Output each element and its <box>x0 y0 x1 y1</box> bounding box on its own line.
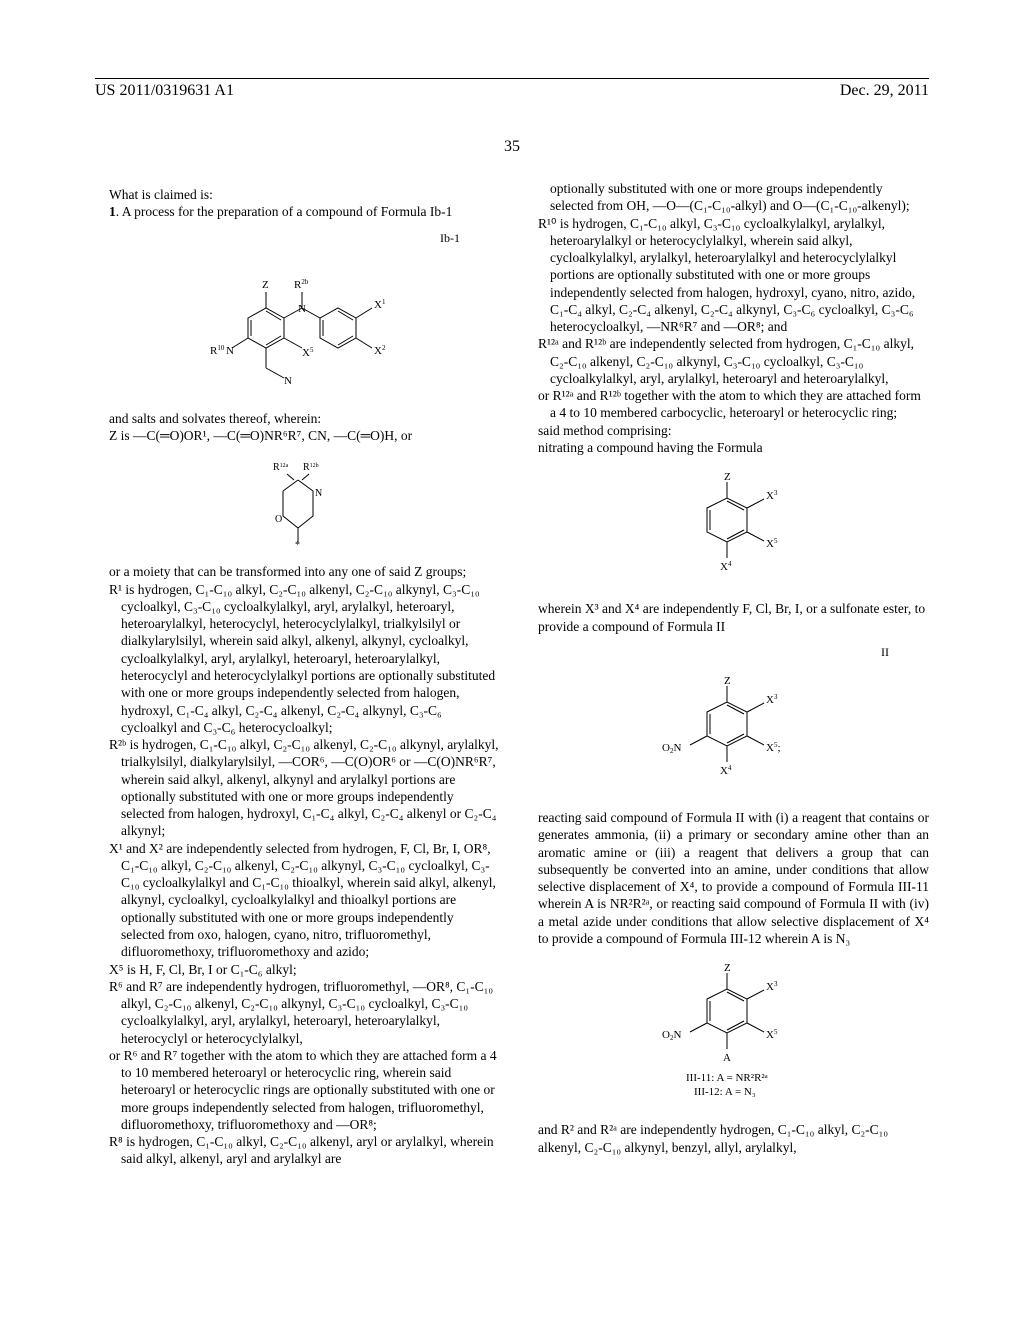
method-text: said method comprising: <box>538 422 929 439</box>
r1-def: R¹ is hydrogen, C₁-C₁₀ alkyl, C₂-C₁₀ alk… <box>121 581 500 736</box>
moiety-text: or a moiety that can be transformed into… <box>109 563 500 580</box>
header-rule <box>95 78 929 79</box>
structure-formula-III: Z X3 X5 A O2N III-11: A = NR²R²ᵃ III-12:… <box>524 959 929 1109</box>
svg-text:A: A <box>723 1052 731 1064</box>
svg-text:R12b: R12b <box>303 462 319 473</box>
svg-text:R10: R10 <box>210 344 225 357</box>
svg-text:Z: Z <box>724 471 731 483</box>
nitrating-text: nitrating a compound having the Formula <box>538 439 929 456</box>
svg-text:N: N <box>226 345 234 357</box>
x1x2-def: X¹ and X² are independently selected fro… <box>121 840 500 961</box>
z-definition: Z is —C(═O)OR¹, —C(═O)NR⁶R⁷, CN, —C(═O)H… <box>109 427 500 444</box>
svg-text:X5: X5 <box>766 537 778 550</box>
svg-text:X5;: X5; <box>766 741 781 754</box>
svg-text:*: * <box>295 540 300 551</box>
r6r7-def: R⁶ and R⁷ are independently hydrogen, tr… <box>121 978 500 1047</box>
svg-text:X5: X5 <box>302 346 314 359</box>
salts-text: and salts and solvates thereof, wherein: <box>109 410 500 427</box>
formula-Ib1-label: Ib-1 <box>95 231 500 246</box>
svg-text:Z: Z <box>262 279 269 291</box>
x5-def: X⁵ is H, F, Cl, Br, I or C₁-C₆ alkyl; <box>121 961 500 978</box>
reacting-text: reacting said compound of Formula II wit… <box>538 809 929 947</box>
svg-text:R2b: R2b <box>294 278 309 291</box>
svg-text:X1: X1 <box>374 298 386 311</box>
svg-text:X3: X3 <box>766 693 778 706</box>
structure-Ib1: Z R2b N R10 N N X5 X1 X2 <box>95 258 500 398</box>
claim-1-text: 1. A process for the preparation of a co… <box>95 203 500 220</box>
r10-def: R¹⁰ is hydrogen, C₁-C₁₀ alkyl, C₃-C₁₀ cy… <box>550 215 929 336</box>
publication-number: US 2011/0319631 A1 <box>95 82 234 100</box>
structure-formula-II: Z X3 X5; X4 O2N <box>524 672 929 797</box>
svg-text:N: N <box>284 375 292 387</box>
structure-Z-ring: R12a R12b O N * <box>95 456 500 551</box>
svg-text:X3: X3 <box>766 489 778 502</box>
svg-text:III-12: A = N₃: III-12: A = N₃ <box>694 1086 756 1098</box>
svg-text:N: N <box>315 488 322 499</box>
svg-text:X4: X4 <box>720 560 732 573</box>
svg-text:N: N <box>298 303 306 315</box>
r6r7-or-def: or R⁶ and R⁷ together with the atom to w… <box>121 1047 500 1133</box>
r2r2a-def: and R² and R²ᵃ are independently hydroge… <box>538 1121 929 1156</box>
r8-def: R⁸ is hydrogen, C₁-C₁₀ alkyl, C₂-C₁₀ alk… <box>121 1133 500 1168</box>
svg-text:III-11: A = NR²R²ᵃ: III-11: A = NR²R²ᵃ <box>686 1072 768 1084</box>
svg-text:X4: X4 <box>720 764 732 777</box>
r2b-def: R²ᵇ is hydrogen, C₁-C₁₀ alkyl, C₂-C₁₀ al… <box>121 736 500 840</box>
svg-text:O2N: O2N <box>662 1029 681 1042</box>
svg-text:O: O <box>275 514 282 525</box>
page-header: US 2011/0319631 A1 Dec. 29, 2011 <box>0 78 1024 100</box>
publication-date: Dec. 29, 2011 <box>840 82 929 100</box>
structure-nitrate-precursor: Z X3 X5 X4 <box>524 468 929 588</box>
r12-or-def: or R¹²ᵃ and R¹²ᵇ together with the atom … <box>550 387 929 422</box>
r8-cont: optionally substituted with one or more … <box>550 180 929 215</box>
page-number: 35 <box>504 138 520 156</box>
svg-text:Z: Z <box>724 675 731 687</box>
left-column: What is claimed is: 1. A process for the… <box>95 180 500 1168</box>
svg-text:Z: Z <box>724 962 731 974</box>
right-column: optionally substituted with one or more … <box>524 180 929 1168</box>
svg-text:X2: X2 <box>374 344 386 357</box>
claims-heading: What is claimed is: <box>95 186 500 203</box>
formula-II-label: II <box>524 645 929 660</box>
svg-text:X3: X3 <box>766 980 778 993</box>
x3x4-def: wherein X³ and X⁴ are independently F, C… <box>538 600 929 635</box>
svg-text:R12a: R12a <box>273 462 289 473</box>
svg-text:X5: X5 <box>766 1028 778 1041</box>
r12-def: R¹²ᵃ and R¹²ᵇ are independently selected… <box>550 335 929 387</box>
svg-text:O2N: O2N <box>662 742 681 755</box>
content-area: What is claimed is: 1. A process for the… <box>95 180 929 1168</box>
